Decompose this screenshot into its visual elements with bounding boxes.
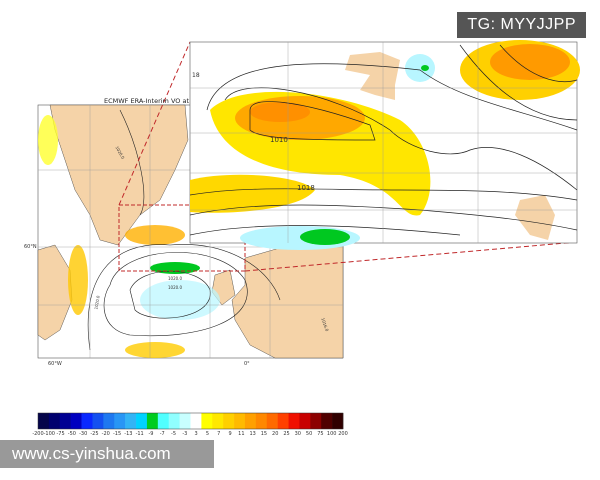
colorbar-swatch [321,413,333,429]
colorbar-tick-label: 100 [326,431,337,437]
watermark-bottom: www.cs-yinshua.com [0,440,214,468]
colorbar-swatch [114,413,126,429]
colorbar-swatch [92,413,104,429]
colorbar-swatch [103,413,115,429]
colorbar-tick-label: -25 [90,431,99,437]
colorbar-swatch [223,413,235,429]
land-norway-coast [515,195,555,240]
land-europe [231,241,344,359]
colorbar-tick-label: -75 [56,431,65,437]
colorbar-tick-label: 15 [260,431,268,437]
colorbar-tick-label: -30 [79,431,88,437]
colorbar-swatch [277,413,289,429]
colorbar-swatch [244,413,257,429]
colorbar-swatch [234,413,246,429]
colorbar-tick-label: 30 [294,431,301,437]
colorbar-tick-label: -50 [67,431,76,437]
colorbar-tick-label: 9 [228,431,232,437]
colorbar-tick-label: 7 [217,431,221,437]
colorbar-swatch [125,413,137,429]
colorbar-swatch [81,413,93,429]
colorbar-tick-label: -100 [43,431,55,437]
colorbar [37,412,344,430]
colorbar-swatch [70,413,82,429]
colorbar-tick-label: 75 [317,431,324,437]
contour-label: 1020.0 [168,276,182,281]
colorbar-swatch [136,413,148,429]
colorbar-swatch [179,413,191,429]
colorbar-tick-label: 5 [205,431,210,437]
inset-map [118,40,580,272]
colorbar-tick-label: 20 [272,431,279,437]
colorbar-tick-label: -20 [101,431,110,437]
colorbar-tick-label: -15 [112,431,122,437]
colorbar-swatch [48,413,61,429]
colorbar-swatch [332,413,344,429]
colorbar-swatch [190,413,202,429]
colorbar-tick-label: -7 [159,431,165,437]
colorbar-swatch [212,413,224,429]
colorbar-swatch [255,413,268,429]
contour-label: 1020.0 [168,285,182,290]
colorbar-tick-label: -5 [171,431,177,437]
colorbar-tick-label: -11 [135,431,144,437]
colorbar-tick-label: -200 [32,431,44,437]
colorbar-swatch [310,413,322,429]
watermark-top: TG: MYYJJPP [457,12,586,38]
colorbar-tick-label: -3 [182,431,188,437]
land-north-america [37,244,73,341]
colorbar-tick-label: 11 [238,431,245,437]
colorbar-swatch [266,413,278,429]
colorbar-tick-label: 50 [305,431,313,437]
colorbar-tick-label: -13 [124,431,133,437]
colorbar-swatch [38,413,50,429]
contour-label: 1010 [270,136,288,144]
colorbar-swatch [299,413,311,429]
lon-label-60w: 60°W [48,361,62,367]
inset-isobars [189,44,578,236]
colorbar-swatch [168,413,180,429]
land-greenland [49,104,189,246]
colorbar-swatch [146,413,159,429]
contour-label: 18 [192,72,200,79]
colorbar-tick-label: 3 [194,431,198,437]
contour-label: 1018 [297,184,315,192]
colorbar-tick-label: 13 [249,431,256,437]
colorbar-swatch [59,413,71,429]
colorbar-swatch [288,413,300,429]
colorbar-swatch [201,413,213,429]
colorbar-tick-label: -9 [148,431,154,437]
lon-label-0: 0° [244,361,250,367]
colorbar-swatch [157,413,170,429]
colorbar-tick-label: 200 [338,431,348,437]
colorbar-tick-label: 25 [283,431,290,437]
lat-label: 60°N [24,244,37,250]
map-title: ECMWF ERA-Interim VO at [104,97,190,105]
colorbar-labels: -200 -100 -75 -50 -30 -25 -20 -15 -13 -11 -9 -7 -5 -3… [32,431,347,441]
